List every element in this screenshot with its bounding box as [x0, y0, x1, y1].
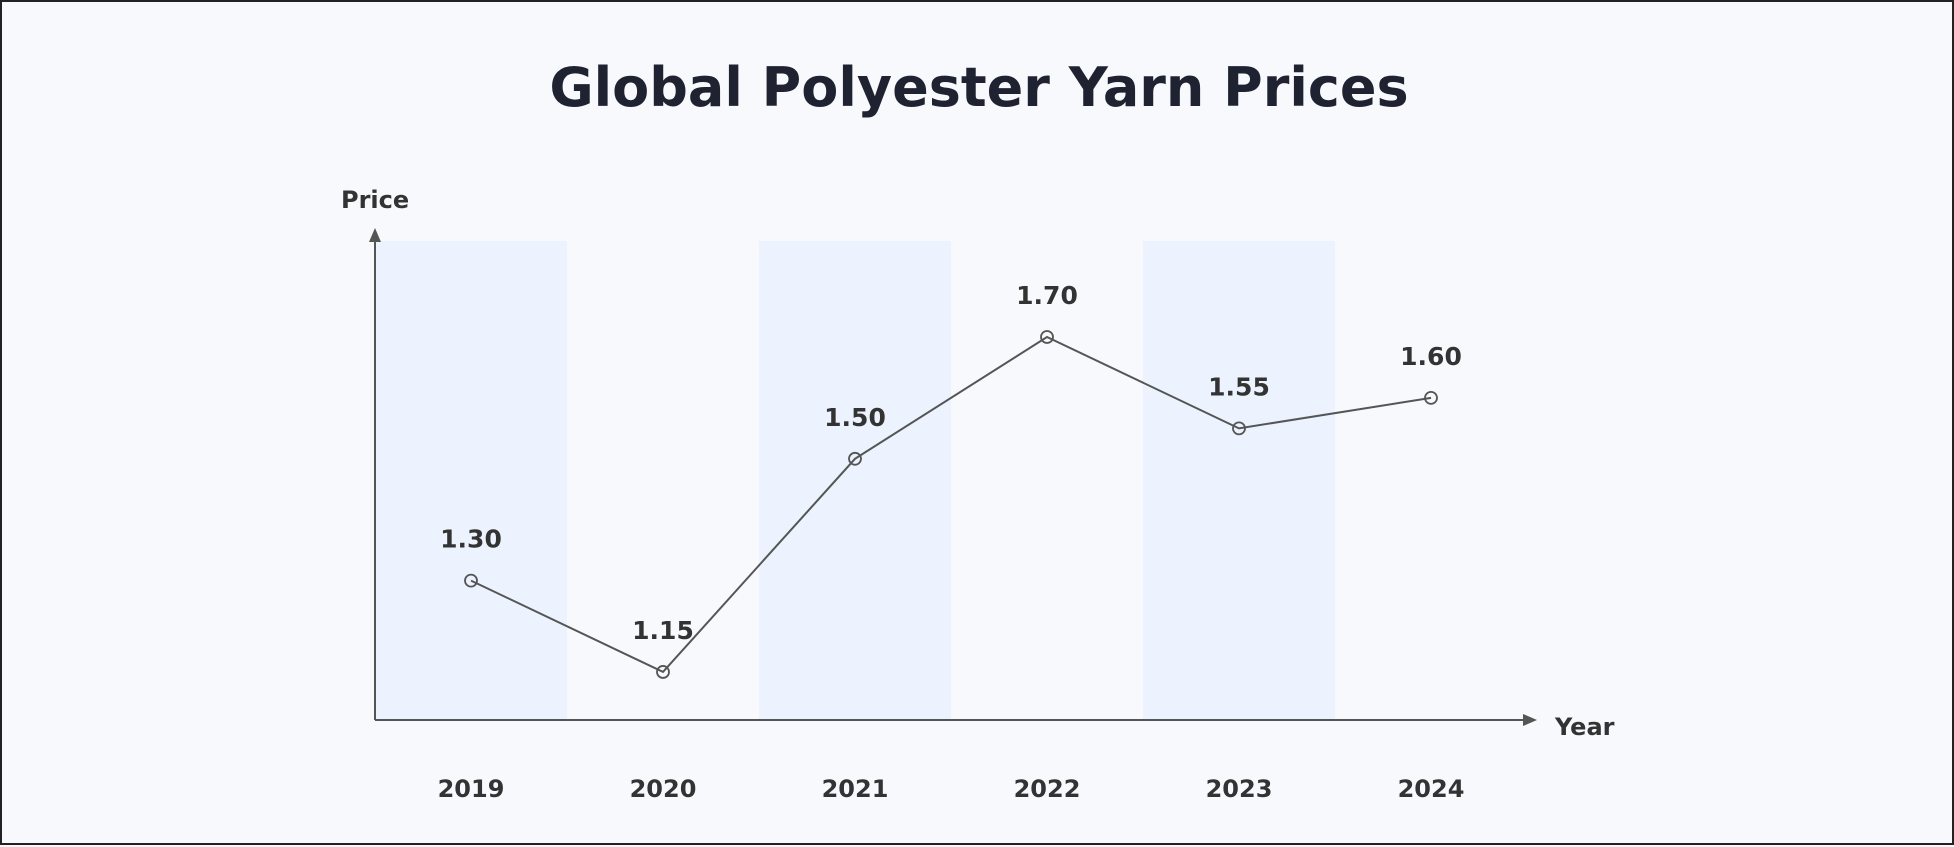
- data-label: 1.60: [1400, 342, 1462, 371]
- y-axis-arrow: [369, 228, 381, 242]
- x-tick-label: 2023: [1206, 775, 1273, 803]
- data-label: 1.30: [440, 525, 502, 554]
- x-tick-label: 2024: [1398, 775, 1465, 803]
- data-point: [848, 451, 862, 466]
- band-2019: [375, 241, 567, 720]
- data-point: [1424, 390, 1438, 405]
- data-point: [1232, 421, 1246, 436]
- data-point: [464, 573, 478, 588]
- y-axis-label: Price: [341, 186, 409, 214]
- chart-title: Global Polyester Yarn Prices: [549, 56, 1408, 119]
- band-2023: [1143, 241, 1335, 720]
- series-line: [470, 335, 1432, 674]
- x-tick-label: 2021: [822, 775, 889, 803]
- x-tick-label: 2019: [438, 775, 505, 803]
- data-label: 1.50: [824, 403, 886, 432]
- data-point: [1040, 330, 1054, 344]
- data-label: 1.15: [632, 616, 694, 645]
- band-2021: [759, 241, 951, 720]
- data-point: [656, 665, 670, 679]
- data-label: 1.70: [1016, 281, 1078, 310]
- data-label: 1.55: [1208, 372, 1270, 401]
- x-axis-arrow: [1523, 714, 1537, 726]
- x-tick-label: 2020: [630, 775, 697, 803]
- x-tick-label: 2022: [1014, 775, 1081, 803]
- x-axis-label: Year: [1554, 713, 1615, 741]
